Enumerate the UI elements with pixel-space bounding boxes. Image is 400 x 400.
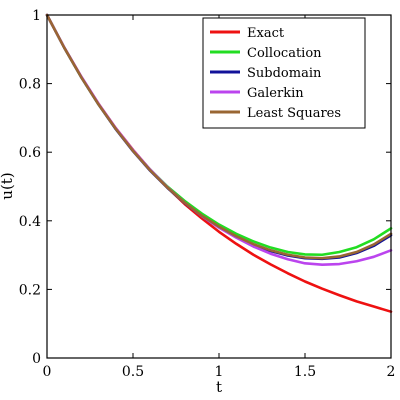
legend-label-3: Galerkin (247, 86, 304, 101)
x-tick-label: 0 (43, 364, 52, 380)
y-tick-label: 0.6 (19, 145, 41, 161)
legend-label-1: Collocation (247, 46, 322, 61)
legend-label-2: Subdomain (247, 66, 322, 81)
x-tick-label: 1 (215, 364, 224, 380)
y-tick-label: 1 (32, 8, 41, 24)
series-line-4 (45, 13, 393, 260)
x-tick-label: 1.5 (294, 364, 316, 380)
legend-label-4: Least Squares (247, 106, 341, 121)
x-tick-label: 2 (387, 364, 396, 380)
legend-label-0: Exact (247, 26, 285, 41)
plot-frame (46, 14, 392, 359)
y-tick-label: 0.2 (19, 282, 41, 298)
x-axis-label: t (216, 378, 222, 396)
y-axis-label: u(t) (0, 172, 16, 199)
y-tick-label: 0 (32, 351, 41, 367)
x-tick-label: 0.5 (122, 364, 144, 380)
legend: Exact Collocation Subdomain Galerkin Least S… (202, 17, 366, 129)
y-tick-label: 0.4 (19, 214, 41, 230)
y-tick-label: 0.8 (19, 77, 41, 93)
series-layer (45, 13, 393, 313)
